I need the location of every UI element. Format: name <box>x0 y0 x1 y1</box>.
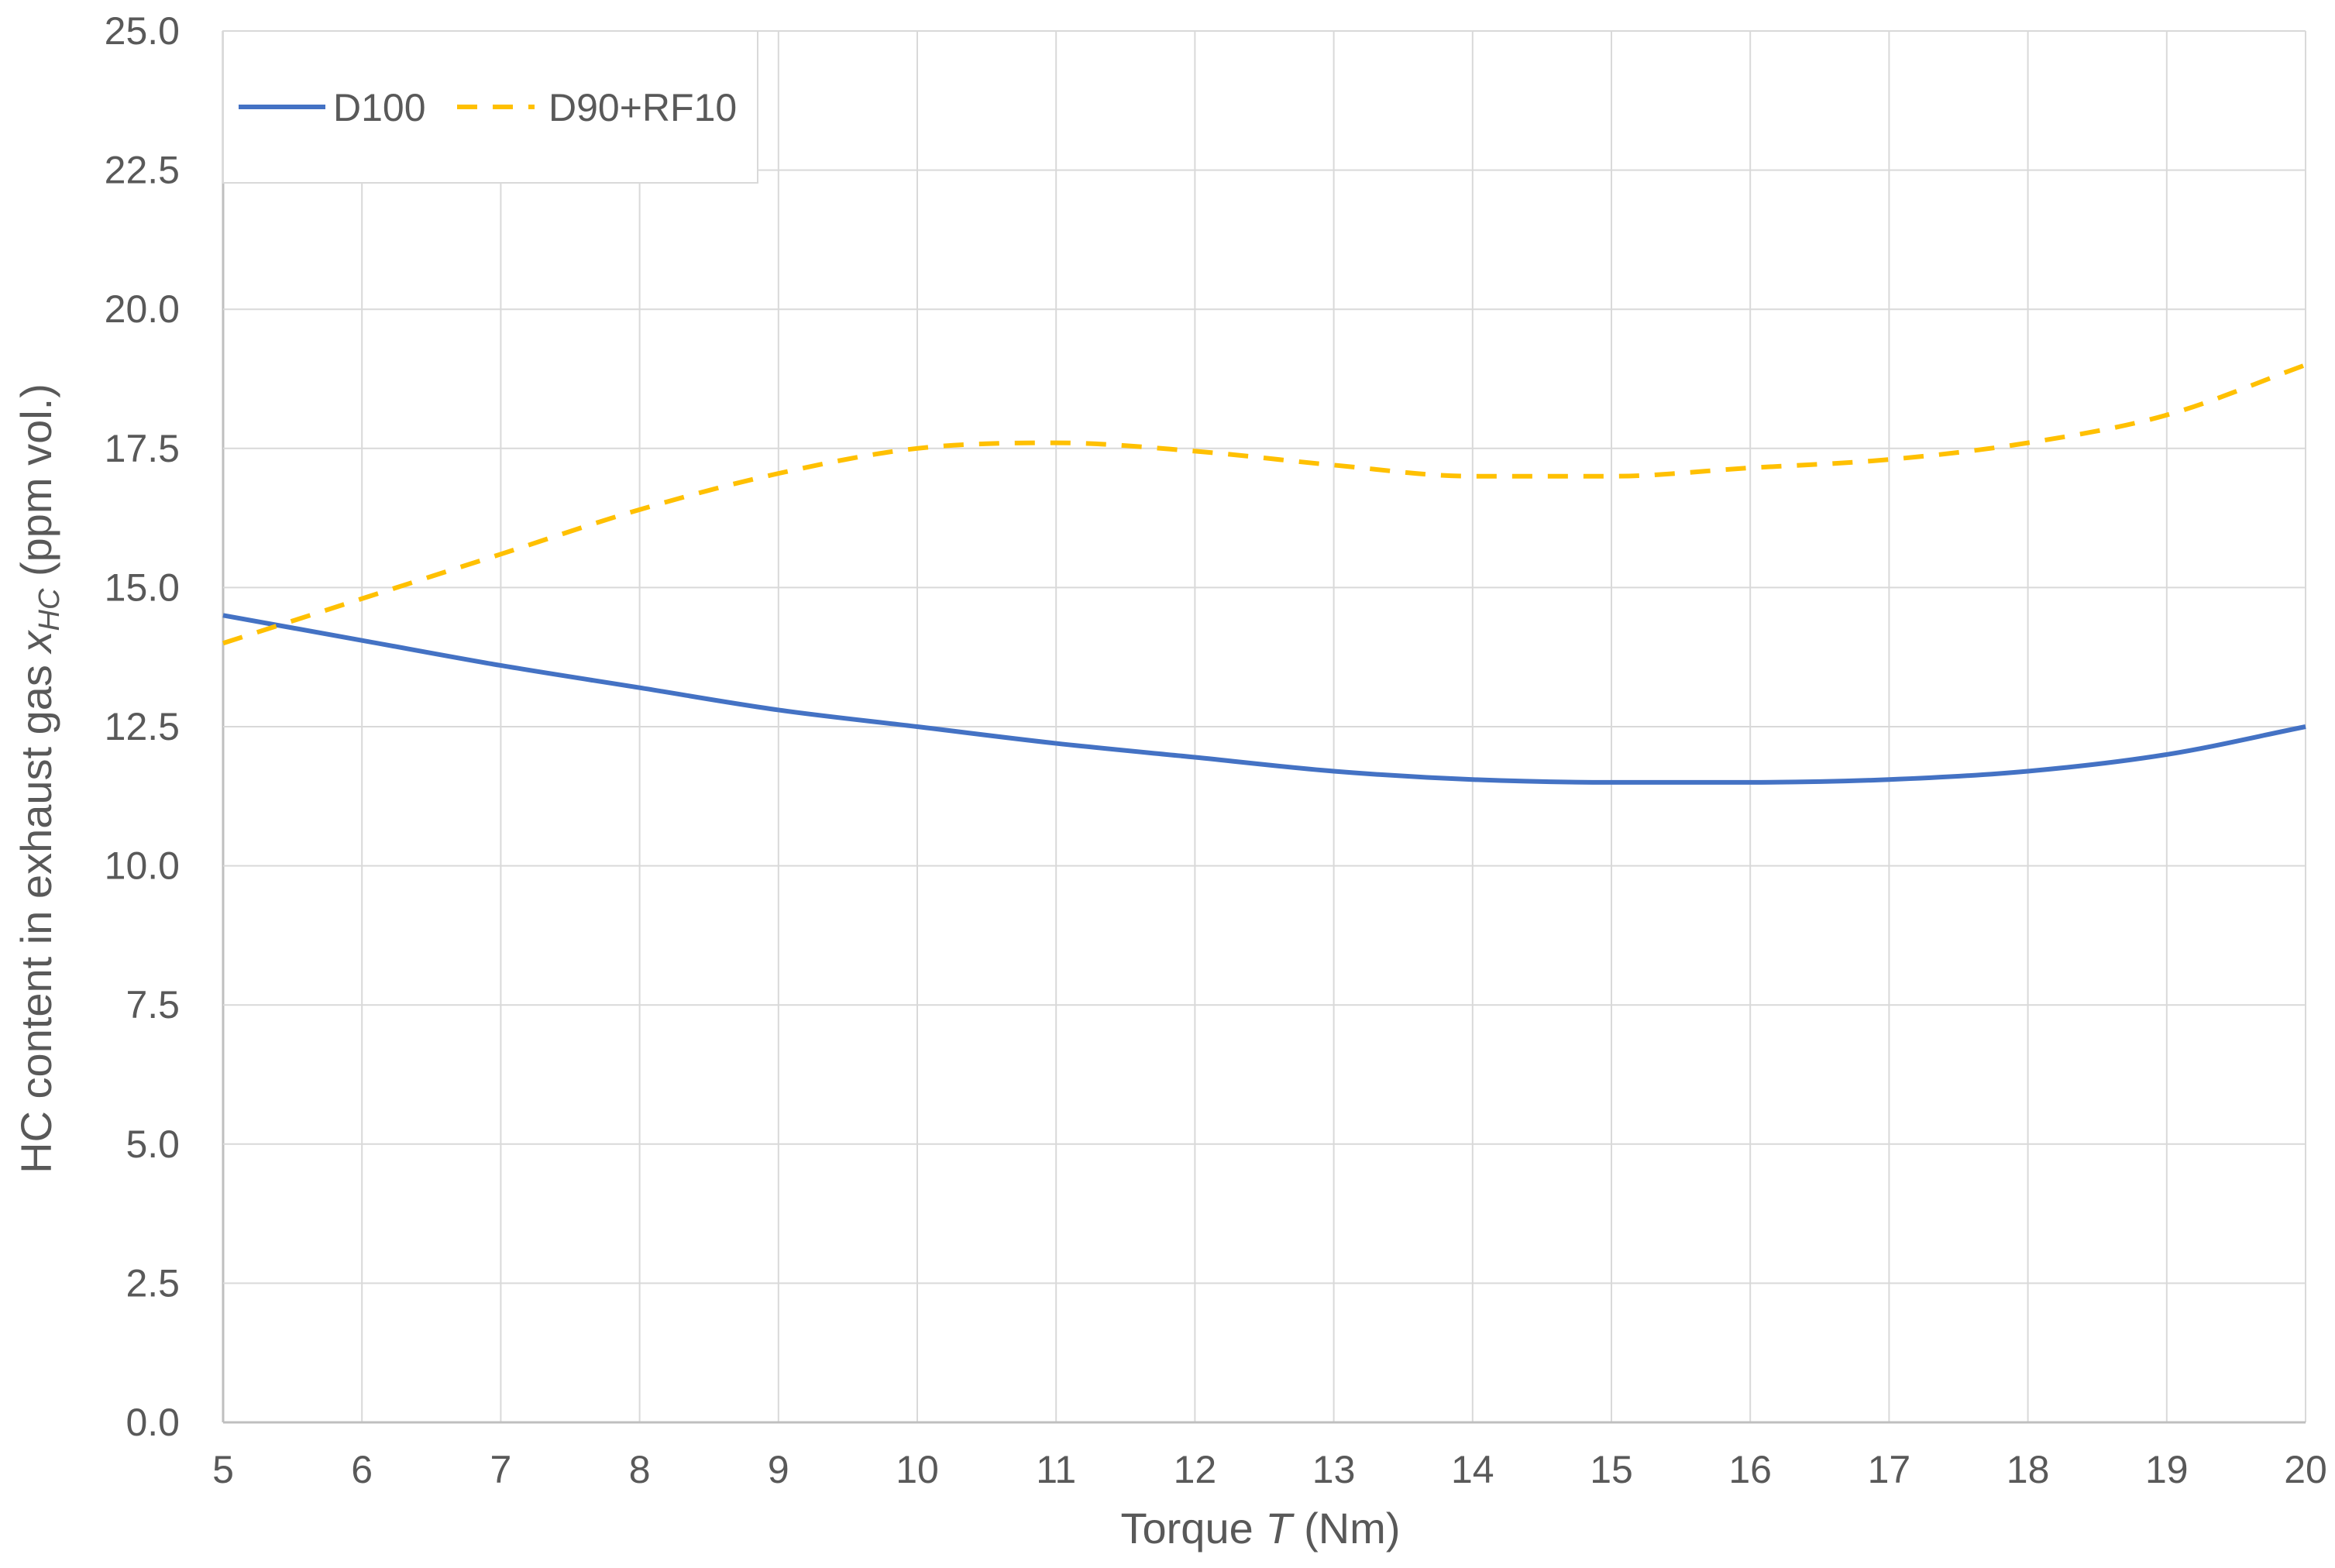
x-tick-label: 17 <box>1868 1448 1911 1491</box>
y-tick-label: 15.0 <box>105 566 180 609</box>
x-tick-label: 20 <box>2284 1448 2327 1491</box>
x-tick-label: 18 <box>2007 1448 2050 1491</box>
x-tick-label: 19 <box>2145 1448 2189 1491</box>
y-tick-label: 12.5 <box>105 705 180 748</box>
series-line-d100 <box>222 613 2306 785</box>
x-axis-title: Torque T (Nm) <box>1121 1504 1401 1553</box>
x-tick-label: 10 <box>896 1448 939 1491</box>
y-tick-label: 20.0 <box>105 287 180 331</box>
horizontal-gridlines <box>223 30 2306 1284</box>
y-tick-label: 5.0 <box>126 1123 180 1166</box>
x-tick-labels: 5 6 7 8 9 10 11 12 13 14 15 16 17 18 19 20 <box>212 1448 2327 1491</box>
x-tick-label: 8 <box>629 1448 651 1491</box>
legend-label-d90-rf10: D90+RF10 <box>549 86 737 129</box>
x-tick-label: 9 <box>768 1448 789 1491</box>
x-tick-label: 13 <box>1312 1448 1356 1491</box>
y-tick-label: 22.5 <box>105 149 180 192</box>
x-tick-label: 5 <box>212 1448 234 1491</box>
x-tick-label: 11 <box>1036 1448 1076 1491</box>
legend-label-d100: D100 <box>333 86 426 129</box>
y-tick-labels: 0.0 2.5 5.0 7.5 10.0 12.5 15.0 17.5 20.0 22.5 25.0 <box>105 9 180 1444</box>
y-tick-label: 25.0 <box>105 9 180 53</box>
y-tick-label: 2.5 <box>126 1261 180 1305</box>
x-tick-label: 6 <box>351 1448 373 1491</box>
x-tick-label: 12 <box>1174 1448 1217 1491</box>
legend: D100 D90+RF10 <box>222 30 758 184</box>
x-tick-label: 7 <box>490 1448 511 1491</box>
y-axis-title: HC content in exhaust gas xHC (ppm vol.) <box>12 383 66 1174</box>
x-tick-label: 14 <box>1451 1448 1494 1491</box>
series-layer <box>222 363 2307 785</box>
y-tick-label: 17.5 <box>105 427 180 470</box>
y-tick-label: 7.5 <box>126 983 180 1026</box>
y-tick-label: 10.0 <box>105 844 180 888</box>
x-tick-label: 16 <box>1728 1448 1772 1491</box>
series-line-d90-rf10 <box>222 363 2307 646</box>
x-tick-label: 15 <box>1590 1448 1633 1491</box>
y-tick-label: 0.0 <box>126 1401 180 1444</box>
